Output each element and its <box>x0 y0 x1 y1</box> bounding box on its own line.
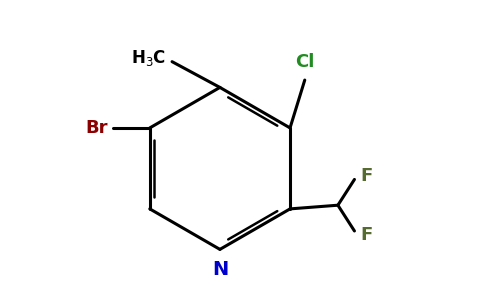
Text: F: F <box>360 226 372 244</box>
Text: Br: Br <box>85 119 107 137</box>
Text: F: F <box>360 167 372 185</box>
Text: H$_3$C: H$_3$C <box>131 48 166 68</box>
Text: N: N <box>212 260 228 279</box>
Text: Cl: Cl <box>295 53 315 71</box>
